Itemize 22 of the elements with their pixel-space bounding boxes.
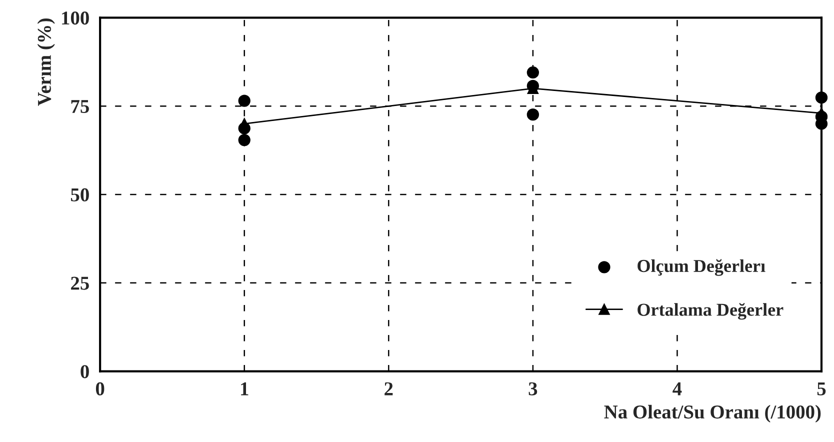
y-tick-label: 75 bbox=[71, 100, 89, 114]
point bbox=[526, 66, 539, 79]
y-tick-label: 50 bbox=[70, 188, 89, 202]
point bbox=[238, 94, 250, 107]
point bbox=[238, 118, 250, 130]
y-tick-label: 0 bbox=[80, 365, 89, 378]
legend-label: Ortalama Değerler bbox=[638, 302, 784, 320]
y-axis-title: Verım (%) bbox=[37, 18, 55, 106]
legend-label: Olçum Değerlerı bbox=[638, 259, 766, 276]
point bbox=[816, 108, 828, 119]
point bbox=[815, 92, 828, 104]
y-tick-label: 100 bbox=[62, 11, 89, 25]
x-tick-label: 3 bbox=[528, 382, 538, 396]
x-tick-label: 4 bbox=[672, 382, 682, 396]
x-tick-label: 2 bbox=[384, 382, 393, 396]
point bbox=[238, 134, 250, 146]
y-tick-label: 25 bbox=[71, 276, 89, 290]
point bbox=[526, 108, 539, 121]
x-tick-label: 1 bbox=[241, 382, 248, 396]
x-tick-label: 5 bbox=[817, 382, 826, 396]
x-tick-label: 0 bbox=[96, 382, 104, 396]
x-axis-title: Na Oleat/Su Oranı (/1000) bbox=[604, 404, 821, 423]
